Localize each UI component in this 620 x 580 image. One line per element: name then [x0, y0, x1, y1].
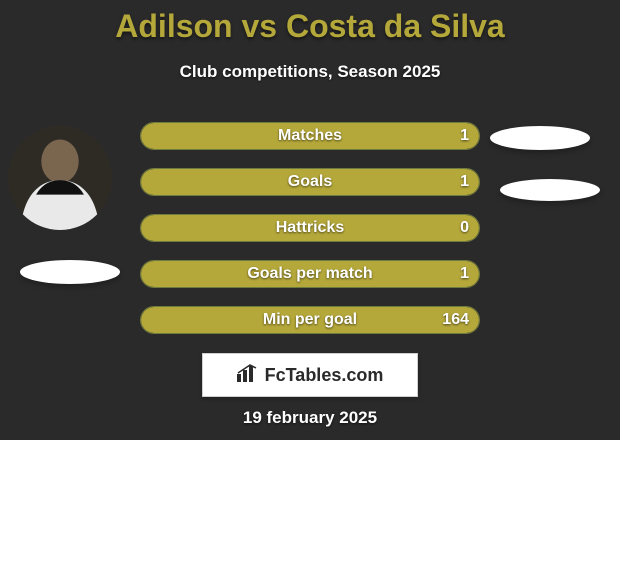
stat-fill: [141, 169, 479, 195]
page-title: Adilson vs Costa da Silva: [0, 8, 620, 45]
stat-value-right: 1: [460, 123, 469, 149]
background-white: [0, 440, 620, 580]
stat-row: Min per goal164: [140, 306, 480, 334]
player1-portrait: [8, 126, 112, 230]
silhouette-icon: [8, 126, 112, 230]
stats-area: Matches1 Goals1 Hattricks0 Goals per match1…: [140, 122, 480, 352]
brand-watermark: FcTables.com: [202, 353, 418, 397]
stat-fill: [141, 307, 479, 333]
pedestal-right: [490, 126, 590, 150]
stat-value-right: 164: [442, 307, 469, 333]
brand-text: FcTables.com: [265, 365, 384, 386]
subtitle: Club competitions, Season 2025: [0, 62, 620, 82]
pedestal-left: [20, 260, 120, 284]
stat-row: Matches1: [140, 122, 480, 150]
stat-row: Goals1: [140, 168, 480, 196]
stat-row: Hattricks0: [140, 214, 480, 242]
date-text: 19 february 2025: [0, 408, 620, 428]
pedestal-right2: [500, 179, 600, 201]
stat-value-right: 1: [460, 261, 469, 287]
stat-row: Goals per match1: [140, 260, 480, 288]
stat-fill: [141, 215, 479, 241]
bar-chart-icon: [237, 364, 259, 387]
stat-value-right: 0: [460, 215, 469, 241]
stat-fill: [141, 261, 479, 287]
stat-value-right: 1: [460, 169, 469, 195]
stat-fill: [141, 123, 479, 149]
